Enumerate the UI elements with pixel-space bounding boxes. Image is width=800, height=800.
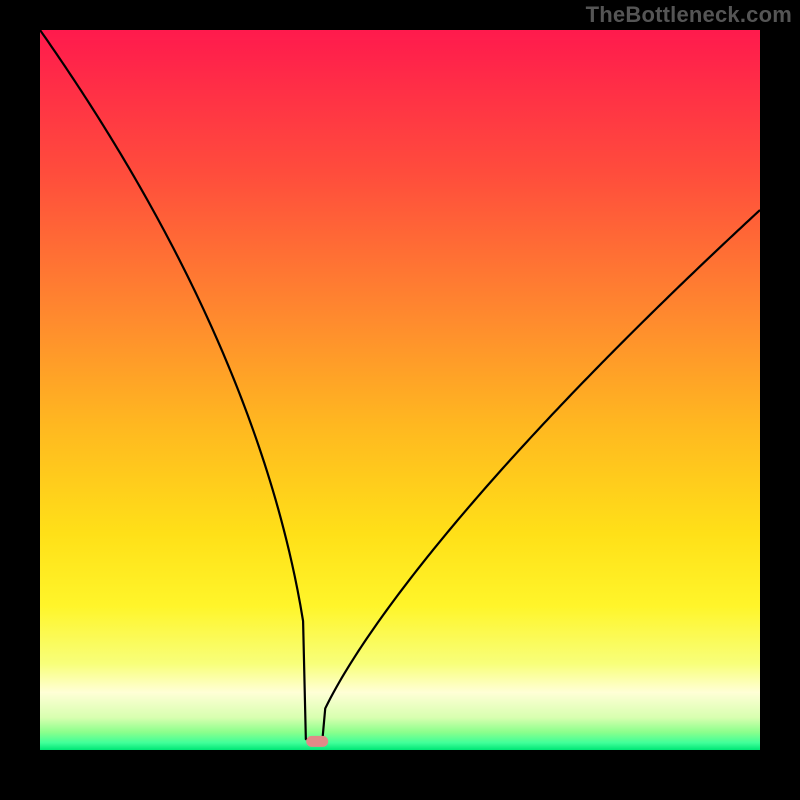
chart-container: TheBottleneck.com: [0, 0, 800, 800]
optimal-marker: [306, 736, 328, 747]
watermark-label: TheBottleneck.com: [586, 2, 792, 28]
plot-area-gradient: [40, 30, 760, 750]
chart-svg: [0, 0, 800, 800]
